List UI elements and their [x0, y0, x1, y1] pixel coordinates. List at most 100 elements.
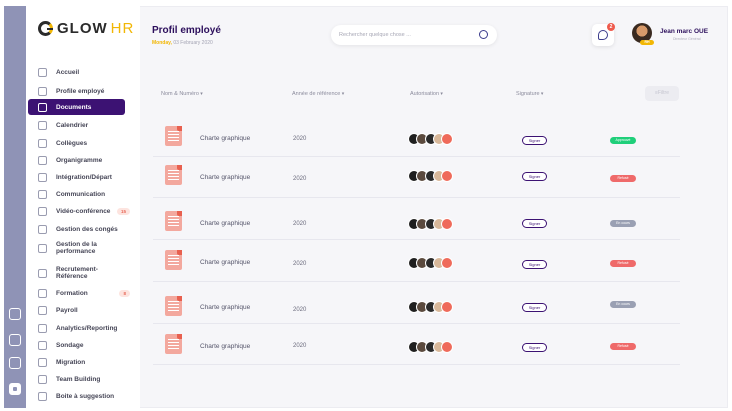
- authorization-avatars: [408, 218, 453, 230]
- rail-wallet-icon[interactable]: [9, 334, 21, 346]
- date-day: Monday,: [152, 40, 172, 46]
- sidebar-item-calendar[interactable]: Calendrier: [26, 117, 140, 133]
- avatar: [441, 257, 453, 269]
- sidebar-item-analytics[interactable]: Analytics/Reporting: [26, 320, 140, 336]
- performance-icon: [38, 243, 47, 253]
- document-name[interactable]: Charte graphique: [200, 304, 251, 311]
- sidebar-item-label: Boite à suggestion: [56, 392, 115, 400]
- user-role: Directeur Général: [673, 37, 701, 41]
- row-divider: [153, 323, 680, 324]
- app-logo[interactable]: GLOW HR: [38, 20, 134, 37]
- document-file-icon[interactable]: [165, 250, 182, 270]
- rail-settings-icon[interactable]: [9, 383, 21, 395]
- avatar: [441, 133, 453, 145]
- sidebar-item-recruitment[interactable]: Recrutement-Référence: [26, 264, 140, 282]
- document-file-icon[interactable]: [165, 211, 182, 231]
- document-year: 2020: [293, 136, 307, 142]
- authorization-avatars: [408, 341, 453, 353]
- filter-button[interactable]: Filtre: [645, 86, 679, 101]
- row-divider: [153, 281, 680, 282]
- analytics-icon: [38, 323, 47, 333]
- avatar: [441, 341, 453, 353]
- status-badge: Refusé: [610, 175, 636, 182]
- sidebar-item-label: Organigramme: [56, 156, 103, 164]
- sidebar-item-migration[interactable]: Migration: [26, 354, 140, 370]
- count-badge: 8: [119, 289, 130, 297]
- row-divider: [153, 364, 680, 365]
- authorization-avatars: [408, 301, 453, 313]
- communication-icon: [38, 189, 47, 199]
- sign-button[interactable]: Signer: [522, 172, 547, 181]
- authorization-avatars: [408, 133, 453, 145]
- sidebar-item-performance[interactable]: Gestion de la performance: [26, 239, 140, 257]
- document-name[interactable]: Charte graphique: [200, 135, 251, 142]
- rail-list-icon[interactable]: [9, 357, 21, 369]
- document-name[interactable]: Charte graphique: [200, 220, 251, 227]
- sidebar-item-suggestion-box[interactable]: Boite à suggestion: [26, 388, 140, 404]
- sidebar-item-video[interactable]: Vidéo-conférence 15: [26, 203, 140, 219]
- sign-button[interactable]: Signer: [522, 343, 547, 352]
- avatar: [441, 218, 453, 230]
- sidebar-item-label: Accueil: [56, 68, 80, 76]
- sidebar-item-onboarding[interactable]: Intégration/Départ: [26, 169, 140, 185]
- document-year: 2020: [293, 343, 307, 349]
- sidebar-item-label: Calendrier: [56, 121, 89, 129]
- search-input[interactable]: [339, 29, 469, 41]
- column-header-authorization[interactable]: Autorisation: [410, 91, 443, 97]
- status-badge: Refusé: [610, 343, 636, 350]
- sidebar-item-label: Recrutement-Référence: [56, 266, 98, 280]
- sign-button[interactable]: Signer: [522, 219, 547, 228]
- sidebar-item-label: Intégration/Départ: [56, 173, 112, 181]
- sidebar-item-leave[interactable]: Gestion des congés: [26, 221, 140, 237]
- calendar-icon: [38, 120, 47, 130]
- row-divider: [153, 239, 680, 240]
- document-name[interactable]: Charte graphique: [200, 259, 251, 266]
- home-icon: [38, 67, 47, 77]
- document-file-icon[interactable]: [165, 334, 182, 354]
- search-icon[interactable]: [479, 30, 488, 39]
- org-chart-icon: [38, 155, 47, 165]
- sidebar-item-communication[interactable]: Communication: [26, 186, 140, 202]
- chat-bubble-icon: [598, 30, 608, 40]
- sign-button[interactable]: Signer: [522, 303, 547, 312]
- sidebar-item-label: Payroll: [56, 306, 78, 314]
- sidebar-item-label: Vidéo-conférence: [56, 207, 111, 215]
- sidebar-item-label: Analytics/Reporting: [56, 324, 118, 332]
- sidebar-item-training[interactable]: Formation 8: [26, 285, 140, 301]
- avatar: [441, 301, 453, 313]
- sign-button[interactable]: Signer: [522, 260, 547, 269]
- sidebar-item-label: Communication: [56, 190, 106, 198]
- document-name[interactable]: Charte graphique: [200, 174, 251, 181]
- document-file-icon[interactable]: [165, 296, 182, 316]
- document-file-icon[interactable]: [165, 165, 182, 185]
- sidebar-item-profile[interactable]: Profile employé: [26, 83, 140, 99]
- recruitment-icon: [38, 268, 47, 278]
- column-header-year[interactable]: Année de référence: [292, 91, 344, 97]
- avatar[interactable]: [632, 23, 652, 43]
- training-icon: [38, 288, 47, 298]
- row-divider: [153, 156, 680, 157]
- sidebar-item-team-building[interactable]: Team Building: [26, 371, 140, 387]
- sidebar-item-accueil[interactable]: Accueil: [26, 64, 140, 80]
- user-name[interactable]: Jean marc OUE: [660, 28, 709, 35]
- sidebar: GLOW HR Accueil Profile employé Documents…: [26, 6, 140, 408]
- colleagues-icon: [38, 138, 47, 148]
- document-name[interactable]: Charte graphique: [200, 343, 251, 350]
- page-title: Profil employé: [152, 25, 221, 36]
- sidebar-item-label: Gestion des congés: [56, 225, 118, 233]
- search-bar: [331, 25, 497, 45]
- sidebar-item-colleagues[interactable]: Collègues: [26, 135, 140, 151]
- document-year: 2020: [293, 221, 307, 227]
- sidebar-item-survey[interactable]: Sondage: [26, 337, 140, 353]
- document-file-icon[interactable]: [165, 126, 182, 146]
- rail-apps-icon[interactable]: [9, 308, 21, 320]
- column-header-signature[interactable]: Signature: [516, 91, 543, 97]
- sidebar-item-payroll[interactable]: Payroll: [26, 302, 140, 318]
- sidebar-item-label: Profile employé: [56, 87, 105, 95]
- sign-button[interactable]: Signer: [522, 136, 547, 145]
- date-text: 03 February 2020: [173, 40, 213, 46]
- notification-badge: 2: [607, 23, 615, 31]
- sidebar-item-org-chart[interactable]: Organigramme: [26, 152, 140, 168]
- sidebar-item-documents[interactable]: Documents: [28, 99, 125, 115]
- column-header-name[interactable]: Nom & Numéro: [161, 91, 203, 97]
